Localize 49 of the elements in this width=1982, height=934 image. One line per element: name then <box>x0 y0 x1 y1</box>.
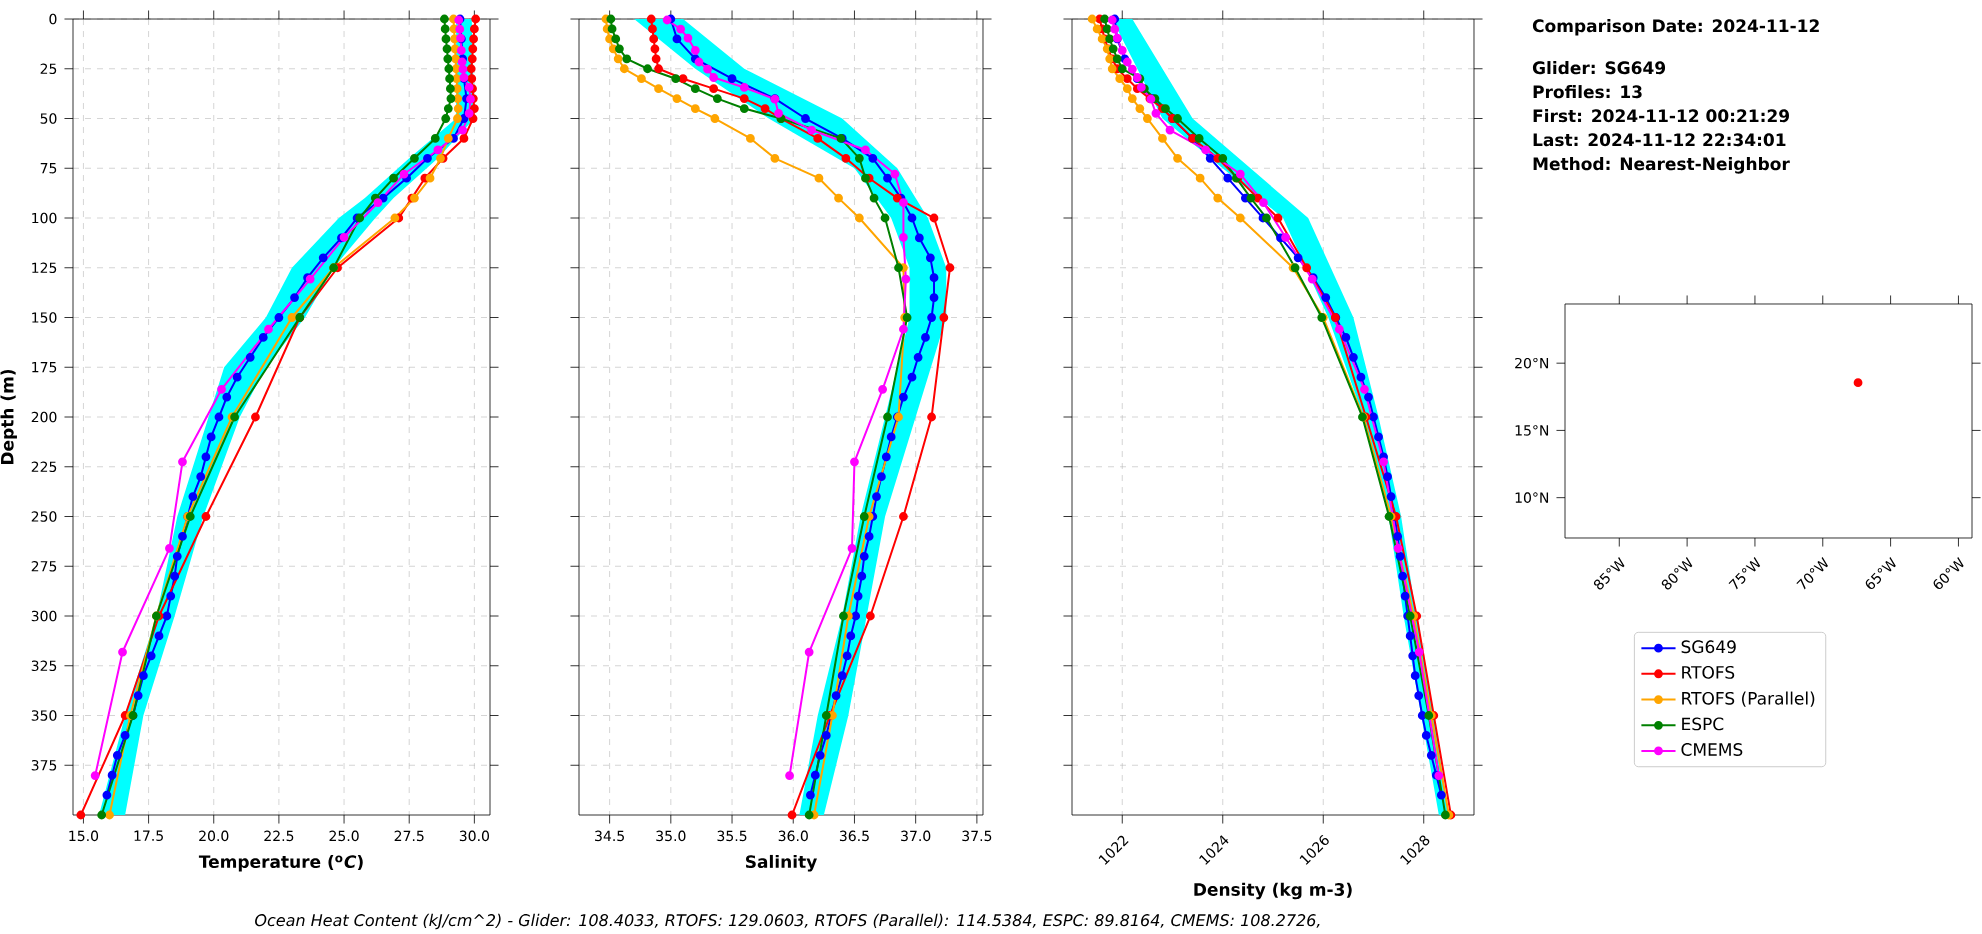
text: Comparison Date: 2024-11-12 <box>1532 19 1819 36</box>
y-tick-label: 300 <box>31 610 57 622</box>
y-tick-label: 175 <box>32 362 57 373</box>
x-axis-title: Density (kg m-3) <box>1194 882 1352 900</box>
legend-label: RTOFS (Parallel) <box>1682 691 1815 707</box>
y-tick-label: 10°N <box>1515 492 1549 503</box>
legend-label: RTOFS <box>1682 665 1735 679</box>
text: First: 2024-11-12 00:21:29 <box>1533 109 1789 123</box>
y-axis-title: Depth (m) <box>0 369 17 465</box>
y-tick-label: 275 <box>31 560 57 572</box>
x-tick-label: 15.0 <box>69 830 99 842</box>
x-tick-label: 20.0 <box>199 830 229 842</box>
y-tick-label: 325 <box>31 660 57 672</box>
x-tick-label: 17.5 <box>134 830 163 842</box>
y-tick-label: 50 <box>40 113 57 124</box>
y-tick-label: 20°N <box>1515 357 1549 369</box>
x-axis-title: Salinity <box>745 854 817 872</box>
x-tick-label: 27.5 <box>394 830 424 842</box>
y-tick-label: 100 <box>32 212 57 224</box>
x-tick-label: 35.5 <box>717 830 747 842</box>
y-tick-label: 75 <box>40 163 57 174</box>
x-tick-label: 34.5 <box>595 830 624 842</box>
y-tick-label: 25 <box>40 63 57 75</box>
x-axis-title: Temperature ($^{o}$C) <box>198 854 363 872</box>
x-tick-label: 22.5 <box>264 830 294 842</box>
legend-label: CMEMS <box>1681 743 1743 756</box>
y-tick-label: 150 <box>32 312 57 323</box>
x-tick-label: 25.0 <box>329 830 359 842</box>
x-tick-label: 35.0 <box>656 830 686 842</box>
y-tick-label: 350 <box>31 710 57 721</box>
text: Last: 2024-11-12 22:34:01 <box>1533 133 1786 147</box>
x-tick-label: 36.0 <box>778 830 808 842</box>
x-tick-label: 37.0 <box>901 830 931 842</box>
y-tick-label: 125 <box>32 262 57 274</box>
legend-label: SG649 <box>1681 640 1736 654</box>
y-tick-label: 250 <box>31 511 57 522</box>
text: Ocean Heat Content (kJ/cm^2) - Glider: 108.4033, RTOFS: 129.0603, RTOFS (Parallel): 114.5384, ESPC: 89.8164, CMEMS: 108.2726, <box>255 913 1320 930</box>
legend-label: ESPC <box>1682 717 1724 731</box>
y-tick-label: 375 <box>31 759 57 771</box>
x-tick-label: 36.5 <box>839 830 869 842</box>
y-tick-label: 0 <box>49 13 57 25</box>
y-tick-label: 15°N <box>1515 425 1549 436</box>
text: Glider: SG649 <box>1532 61 1666 75</box>
x-tick-label: 30.0 <box>459 830 490 842</box>
y-tick-label: 225 <box>31 461 57 473</box>
x-tick-label: 37.5 <box>962 830 992 842</box>
text: Profiles: 13 <box>1533 85 1642 99</box>
y-tick-label: 200 <box>31 411 57 423</box>
text: Method: Nearest-Neighbor <box>1533 157 1790 174</box>
